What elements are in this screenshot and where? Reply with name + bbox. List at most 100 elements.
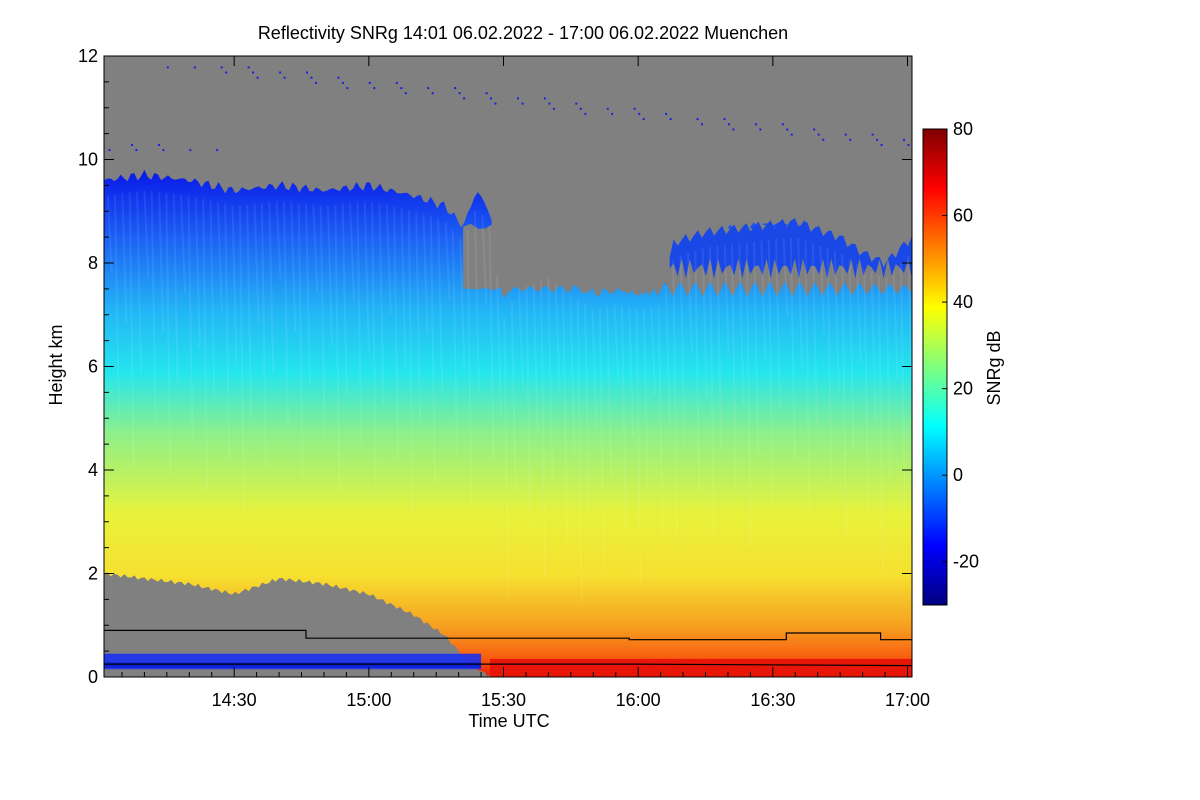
fall-streak bbox=[356, 202, 363, 446]
noise-speckle bbox=[193, 66, 196, 69]
noise-speckle bbox=[669, 118, 672, 121]
fall-streak bbox=[591, 308, 598, 429]
fall-streak bbox=[121, 193, 128, 323]
colorbar-tick-label: -20 bbox=[953, 552, 979, 572]
fall-streak bbox=[885, 277, 892, 480]
fall-streak bbox=[841, 254, 848, 539]
fall-streak bbox=[466, 230, 473, 505]
fall-streak bbox=[584, 303, 591, 517]
noise-speckle bbox=[162, 149, 165, 152]
fall-streak bbox=[540, 280, 547, 576]
fall-streak bbox=[385, 204, 392, 314]
noise-speckle bbox=[701, 123, 703, 126]
colorbar-tick-label: 80 bbox=[953, 119, 973, 139]
noise-speckle bbox=[341, 81, 344, 84]
fall-streak bbox=[613, 304, 620, 383]
y-tick-label: 12 bbox=[78, 46, 98, 66]
noise-speckle bbox=[759, 128, 762, 131]
fall-streak bbox=[775, 239, 782, 411]
noise-speckle bbox=[786, 128, 789, 131]
y-tick-label: 8 bbox=[88, 253, 98, 273]
noise-speckle bbox=[189, 149, 192, 152]
noise-speckle bbox=[548, 102, 551, 105]
noise-speckle bbox=[880, 144, 883, 146]
fall-streak bbox=[297, 203, 304, 478]
fall-streak bbox=[172, 193, 179, 386]
fall-streak bbox=[268, 201, 275, 373]
fall-streak bbox=[635, 309, 642, 584]
fall-streak bbox=[745, 242, 752, 549]
noise-speckle bbox=[822, 138, 825, 141]
noise-speckle bbox=[638, 112, 641, 115]
fall-streak bbox=[650, 306, 657, 395]
fall-streak bbox=[114, 194, 120, 417]
noise-speckle bbox=[279, 71, 282, 74]
fall-streak bbox=[459, 238, 466, 369]
noise-speckle bbox=[781, 123, 784, 126]
noise-speckle bbox=[252, 71, 255, 74]
noise-speckle bbox=[575, 102, 578, 105]
fall-streak bbox=[341, 203, 348, 396]
noise-speckle bbox=[337, 76, 340, 79]
noise-speckle bbox=[346, 87, 349, 90]
colorbar-tick-label: 60 bbox=[953, 206, 973, 226]
fall-streak bbox=[547, 278, 554, 481]
fall-streak bbox=[334, 204, 341, 490]
noise-speckle bbox=[283, 76, 286, 79]
fall-streak bbox=[481, 214, 488, 303]
noise-speckle bbox=[876, 138, 879, 141]
fall-streak bbox=[510, 301, 517, 493]
noise-speckle bbox=[404, 92, 407, 95]
fall-streak bbox=[789, 237, 796, 461]
fall-streak bbox=[319, 205, 326, 439]
noise-speckle bbox=[431, 92, 434, 95]
fall-streak bbox=[260, 202, 267, 467]
noise-speckle bbox=[400, 87, 403, 90]
fall-streak bbox=[760, 240, 767, 361]
noise-speckle bbox=[907, 144, 910, 146]
fall-streak bbox=[811, 243, 818, 425]
fall-streak bbox=[187, 195, 194, 439]
chart-title: Reflectivity SNRg 14:01 06.02.2022 - 17:… bbox=[258, 23, 788, 43]
y-tick-label: 6 bbox=[88, 357, 98, 377]
fall-streak bbox=[238, 205, 245, 511]
y-axis: 0 2 4 6 8 10 12 bbox=[78, 46, 912, 687]
noise-speckle bbox=[315, 81, 317, 84]
fall-streak bbox=[620, 305, 627, 529]
fall-streak bbox=[598, 308, 605, 573]
fall-streak bbox=[694, 250, 701, 495]
noise-speckle bbox=[665, 112, 668, 115]
noise-speckle bbox=[247, 66, 250, 69]
noise-speckle bbox=[490, 97, 492, 100]
fall-streak bbox=[877, 275, 884, 571]
colorbar-gradient bbox=[922, 128, 948, 606]
noise-speckle bbox=[458, 92, 461, 95]
noise-speckle bbox=[543, 97, 546, 100]
colorbar-tick-label: 20 bbox=[953, 379, 973, 399]
fall-streak bbox=[503, 317, 510, 603]
fall-streak bbox=[378, 203, 385, 406]
fall-streak bbox=[327, 205, 333, 346]
fall-streak bbox=[723, 245, 730, 354]
noise-speckle bbox=[723, 118, 726, 121]
fall-streak bbox=[150, 191, 157, 425]
fall-streak bbox=[833, 250, 840, 391]
fall-streak bbox=[165, 193, 172, 478]
fall-streak bbox=[892, 270, 899, 380]
colorbar-tick-label: 0 bbox=[953, 465, 963, 485]
fall-streak bbox=[855, 264, 862, 363]
y-tick-label: 10 bbox=[78, 150, 98, 170]
fall-streak bbox=[863, 268, 870, 513]
fall-streak bbox=[283, 201, 289, 425]
black-line-lower bbox=[104, 663, 912, 667]
noise-speckle bbox=[157, 144, 160, 146]
noise-speckle bbox=[463, 97, 466, 100]
fall-streak bbox=[312, 204, 319, 293]
fall-streak bbox=[194, 197, 201, 348]
colorbar-tick-label: 40 bbox=[953, 292, 973, 312]
fall-streak bbox=[848, 259, 855, 451]
fall-streak bbox=[444, 222, 451, 300]
noise-speckle bbox=[166, 66, 169, 69]
noise-speckle bbox=[485, 92, 488, 95]
x-tick-label: 16:30 bbox=[750, 690, 795, 710]
